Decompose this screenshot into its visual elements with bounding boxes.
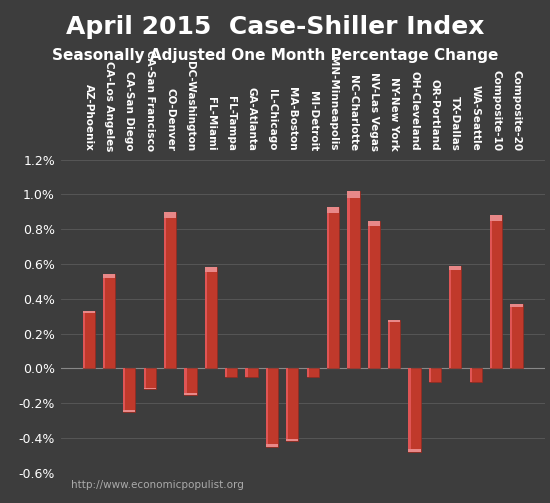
Bar bbox=[429, 368, 431, 382]
Bar bbox=[347, 191, 360, 198]
Bar bbox=[184, 393, 196, 394]
Bar bbox=[205, 268, 217, 368]
Text: CA-San Diego: CA-San Diego bbox=[124, 71, 134, 151]
Text: CO-Denver: CO-Denver bbox=[165, 88, 175, 151]
Bar bbox=[368, 220, 370, 368]
Text: FL-Miami: FL-Miami bbox=[206, 97, 216, 151]
Text: http://www.economicpopulist.org: http://www.economicpopulist.org bbox=[72, 480, 244, 490]
Bar bbox=[388, 320, 400, 321]
Bar bbox=[449, 266, 452, 368]
Bar bbox=[82, 311, 95, 368]
Bar bbox=[388, 320, 390, 368]
Bar bbox=[266, 444, 278, 447]
Bar bbox=[306, 368, 309, 377]
Bar bbox=[327, 207, 339, 368]
Text: MI-Detroit: MI-Detroit bbox=[307, 91, 318, 151]
Bar bbox=[205, 268, 217, 272]
Bar bbox=[123, 410, 135, 412]
Text: CA-Los Angeles: CA-Los Angeles bbox=[104, 60, 114, 151]
Text: IL-Chicago: IL-Chicago bbox=[267, 90, 277, 151]
Bar bbox=[286, 368, 299, 442]
Bar bbox=[164, 212, 176, 368]
Bar bbox=[184, 368, 186, 394]
Text: CA-San Francisco: CA-San Francisco bbox=[145, 50, 155, 151]
Bar bbox=[327, 207, 339, 213]
Bar bbox=[368, 220, 380, 368]
Bar bbox=[409, 368, 411, 452]
Bar bbox=[164, 212, 176, 218]
Bar bbox=[286, 368, 288, 442]
Text: NC-Charlotte: NC-Charlotte bbox=[349, 75, 359, 151]
Bar bbox=[490, 215, 502, 368]
Text: Composite-10: Composite-10 bbox=[491, 70, 501, 151]
Text: DC-Washington: DC-Washington bbox=[185, 61, 195, 151]
Bar bbox=[388, 320, 400, 368]
Bar bbox=[347, 191, 360, 368]
Bar bbox=[144, 368, 146, 389]
Bar bbox=[82, 311, 95, 313]
Bar bbox=[327, 207, 329, 368]
Bar bbox=[103, 275, 115, 278]
Bar bbox=[449, 266, 461, 368]
Bar bbox=[164, 212, 166, 368]
Text: FL-Tampa: FL-Tampa bbox=[226, 96, 236, 151]
Bar bbox=[449, 266, 461, 270]
Bar bbox=[266, 368, 278, 447]
Bar bbox=[510, 304, 513, 368]
Text: NV-Las Vegas: NV-Las Vegas bbox=[369, 72, 379, 151]
Bar bbox=[184, 368, 196, 394]
Bar bbox=[225, 368, 237, 377]
Bar bbox=[103, 275, 115, 368]
Bar bbox=[306, 368, 319, 377]
Text: TX-Dallas: TX-Dallas bbox=[450, 96, 460, 151]
Text: AZ-Phoenix: AZ-Phoenix bbox=[84, 84, 94, 151]
Bar bbox=[470, 368, 472, 382]
Bar bbox=[368, 220, 380, 226]
Bar bbox=[409, 449, 421, 452]
Bar bbox=[347, 191, 349, 368]
Bar bbox=[144, 368, 156, 389]
Bar bbox=[245, 368, 258, 377]
Bar bbox=[245, 368, 248, 377]
Text: April 2015  Case-Shiller Index: April 2015 Case-Shiller Index bbox=[66, 15, 484, 39]
Bar bbox=[82, 311, 85, 368]
Text: MA-Boston: MA-Boston bbox=[287, 88, 298, 151]
Bar bbox=[429, 368, 441, 382]
Bar bbox=[225, 368, 227, 377]
Text: WA-Seattle: WA-Seattle bbox=[471, 85, 481, 151]
Text: OR-Portland: OR-Portland bbox=[430, 79, 440, 151]
Bar bbox=[205, 268, 207, 368]
Text: Seasonally Adjusted One Month Percentage Change: Seasonally Adjusted One Month Percentage… bbox=[52, 48, 498, 63]
Bar bbox=[144, 388, 156, 389]
Bar bbox=[409, 368, 421, 452]
Text: NY-New York: NY-New York bbox=[389, 77, 399, 151]
Text: GA-Atlanta: GA-Atlanta bbox=[246, 87, 256, 151]
Bar bbox=[470, 368, 482, 382]
Bar bbox=[490, 215, 502, 221]
Bar bbox=[103, 275, 105, 368]
Bar bbox=[510, 304, 522, 307]
Bar bbox=[286, 439, 299, 442]
Text: OH-Cleveland: OH-Cleveland bbox=[410, 71, 420, 151]
Bar bbox=[510, 304, 522, 368]
Bar bbox=[123, 368, 125, 412]
Bar bbox=[490, 215, 492, 368]
Text: MN-Minneapolis: MN-Minneapolis bbox=[328, 56, 338, 151]
Bar bbox=[123, 368, 135, 412]
Text: Composite-20: Composite-20 bbox=[512, 70, 521, 151]
Bar bbox=[266, 368, 268, 447]
